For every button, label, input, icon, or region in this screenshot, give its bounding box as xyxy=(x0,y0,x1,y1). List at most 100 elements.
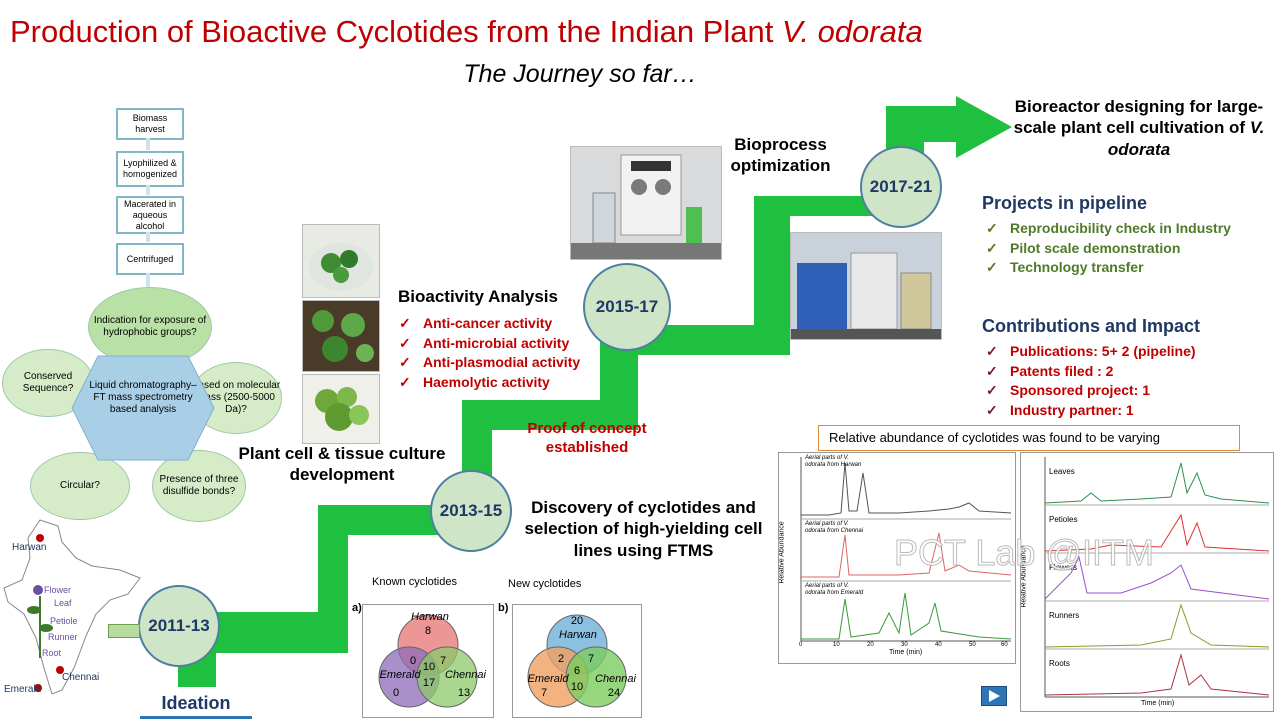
flow-step: Macerated in aqueous alcohol xyxy=(116,196,184,234)
contribution-item: Publications: 5+ 2 (pipeline) xyxy=(982,342,1272,362)
contribution-item: Industry partner: 1 xyxy=(982,401,1272,421)
plantlet-photo-2 xyxy=(302,300,380,372)
chrom-row-leaves: Leaves xyxy=(1049,467,1075,476)
chrom-row-emerald: Aerial parts of V. odorata from Emerald xyxy=(805,583,864,596)
bioreactor-photo-1 xyxy=(570,146,722,260)
venn-new-h-e: 2 xyxy=(557,653,565,665)
venn-new-chennai-only: 24 xyxy=(607,687,621,699)
venn-new-set-emerald: Emerald xyxy=(527,673,569,685)
flow-arrow xyxy=(146,138,150,150)
proof-of-concept-label: Proof of concept established xyxy=(527,420,647,456)
map-label-chennai: Chennai xyxy=(62,672,100,683)
venn-new-set-harwan: Harwan xyxy=(559,629,597,641)
venn-known: Harwan 8 Emerald 0 Chennai 13 0 7 10 17 xyxy=(362,604,494,718)
projects-list: Reproducibility check in Industry Pilot … xyxy=(982,219,1277,278)
venn-known-set-harwan: Harwan xyxy=(411,611,449,623)
ideation-underline xyxy=(140,716,252,719)
page-subtitle: The Journey so far… xyxy=(463,60,697,88)
plant-part-leaf: Leaf xyxy=(54,598,72,608)
venn-known-all: 10 xyxy=(422,661,436,673)
ideation-label: Ideation xyxy=(161,693,231,713)
venn-new-harwan-only: 20 xyxy=(570,615,584,627)
ideation-connector xyxy=(108,624,140,638)
stage-circle-2017: 2017-21 xyxy=(860,146,942,228)
chrom-row-petioles: Petioles xyxy=(1049,515,1078,524)
chrom-left-xtick: 0 xyxy=(799,642,803,648)
chrom-left-xtick: 60 xyxy=(1001,642,1008,648)
flow-arrow xyxy=(146,185,150,195)
venn-new-title: New cyclotides xyxy=(508,578,582,590)
chrom-left-ylabel: Relative Abundance xyxy=(778,521,786,584)
hexagon-center-text: Liquid chromatography–FT mass spectromet… xyxy=(89,380,197,415)
bioactivity-list: Anti-cancer activity Anti-microbial acti… xyxy=(395,314,610,392)
map-outline-icon xyxy=(3,519,141,695)
bioactivity-item: Anti-microbial activity xyxy=(395,334,610,354)
venn-known-set-emerald: Emerald xyxy=(379,669,421,681)
venn-known-chennai-only: 13 xyxy=(457,687,471,699)
chrom-left-xlabel: Time (min) xyxy=(889,649,923,656)
stage-circle-2011: 2011-13 xyxy=(138,585,220,667)
project-item: Pilot scale demonstration xyxy=(982,239,1277,259)
chrom-left-xtick: 30 xyxy=(901,642,908,648)
venn-new: Harwan 20 Emerald 7 Chennai 24 2 7 6 10 xyxy=(512,604,642,718)
title-species: V. odorata xyxy=(781,14,923,49)
chrom-left-xtick: 10 xyxy=(833,642,840,648)
callus-photo xyxy=(302,374,380,444)
venn-known-emerald-only: 0 xyxy=(392,687,400,699)
stage-circle-2013: 2013-15 xyxy=(430,470,512,552)
petal-circular: Circular? xyxy=(30,452,130,520)
chrom-row-roots: Roots xyxy=(1049,659,1070,668)
flow-arrow xyxy=(146,273,150,287)
contributions-heading: Contributions and Impact xyxy=(982,316,1200,336)
chrom-right-xlabel: Time (min) xyxy=(1141,700,1175,707)
project-item: Reproducibility check in Industry xyxy=(982,219,1277,239)
hexagon-shape xyxy=(71,355,215,461)
title-main: Production of Bioactive Cyclotides from … xyxy=(10,14,782,49)
petal-hydrophobic: Indication for exposure of hydrophobic g… xyxy=(88,287,212,367)
plant-culture-label: Plant cell & tissue culture development xyxy=(238,444,446,485)
venn-new-set-chennai: Chennai xyxy=(595,673,636,685)
chrom-left-xtick: 50 xyxy=(969,642,976,648)
arrow-right-icon xyxy=(956,96,1012,158)
venn-new-all: 6 xyxy=(573,665,581,677)
map-label-harwan: Harwan xyxy=(12,542,47,553)
stage-circle-2015: 2015-17 xyxy=(583,263,671,351)
plant-part-flower: Flower xyxy=(44,585,72,595)
chrom-row-harwan: Aerial parts of V. odorata from Harwan xyxy=(805,455,862,468)
plant-part-runner: Runner xyxy=(48,632,78,642)
flow-step: Biomass harvest xyxy=(116,108,184,140)
venn-known-e-c: 17 xyxy=(422,677,436,689)
bioreactor-photo-2 xyxy=(790,232,942,340)
play-icon xyxy=(989,690,1000,702)
contributions-list: Publications: 5+ 2 (pipeline) Patents fi… xyxy=(982,342,1272,420)
plantlet-photo-1 xyxy=(302,224,380,298)
chromatogram-locations: Aerial parts of V. odorata from Harwan A… xyxy=(778,452,1016,664)
flow-step: Lyophilized & homogenized xyxy=(116,151,184,187)
plant-part-petiole: Petiole xyxy=(50,616,78,626)
flow-arrow xyxy=(146,232,150,242)
bioactivity-heading: Bioactivity Analysis xyxy=(398,287,558,306)
venn-known-set-chennai: Chennai xyxy=(445,669,486,681)
bioactivity-item: Anti-plasmodial activity xyxy=(395,353,610,373)
venn-known-harwan-only: 8 xyxy=(424,625,432,637)
india-map: Harwan Emerald Chennai Flower Leaf Petio… xyxy=(0,518,150,720)
page-title: Production of Bioactive Cyclotides from … xyxy=(10,14,923,50)
bioactivity-item: Haemolytic activity xyxy=(395,373,610,393)
chrom-row-runners: Runners xyxy=(1049,611,1080,620)
bioreactor-label: Bioreactor designing for large-scale pla… xyxy=(1013,97,1265,159)
chrom-left-xtick: 40 xyxy=(935,642,942,648)
chromatogram-plant-parts: Leaves Petioles Flowers Runners Roots Ti… xyxy=(1020,452,1274,712)
chrom-row-chennai: Aerial parts of V. odorata from Chennai xyxy=(805,521,864,534)
venn-known-title: Known cyclotides xyxy=(372,576,457,588)
play-button[interactable] xyxy=(981,686,1007,706)
plant-part-root: Root xyxy=(42,648,62,658)
venn-known-tag: a) xyxy=(352,602,362,614)
venn-new-tag: b) xyxy=(498,602,509,614)
venn-new-h-c: 7 xyxy=(587,653,595,665)
venn-known-h-e: 0 xyxy=(409,655,417,667)
chrom-left-xtick: 20 xyxy=(867,642,874,648)
contribution-item: Sponsored project: 1 xyxy=(982,381,1272,401)
chrom-row-flowers: Flowers xyxy=(1049,563,1078,572)
petal-disulfide: Presence of three disulfide bonds? xyxy=(152,450,246,522)
bioactivity-item: Anti-cancer activity xyxy=(395,314,610,334)
